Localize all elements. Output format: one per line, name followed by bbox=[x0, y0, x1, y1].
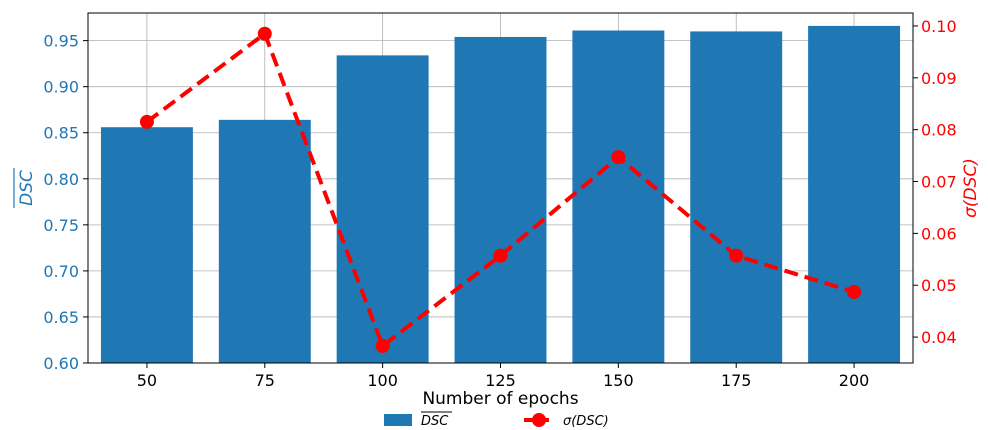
line-point bbox=[493, 248, 508, 263]
bar bbox=[690, 31, 783, 364]
bar bbox=[336, 55, 429, 364]
line-point bbox=[729, 248, 744, 263]
legend-line-marker bbox=[532, 413, 546, 427]
y-left-tick-label: 0.60 bbox=[43, 354, 79, 373]
y-left-tick-label: 0.70 bbox=[43, 262, 79, 281]
y-left-tick-label: 0.65 bbox=[43, 308, 79, 327]
y-axis-left-label-group: DSC bbox=[13, 168, 37, 208]
bar bbox=[808, 25, 901, 363]
legend: DSC σ(DSC) bbox=[384, 411, 609, 429]
line-series bbox=[139, 26, 862, 353]
x-axis: 50 75 100 125 150 175 200 bbox=[137, 363, 870, 390]
y-left-tick-label: 0.90 bbox=[43, 78, 79, 97]
bar bbox=[572, 30, 665, 363]
y-axis-left: 0.60 0.65 0.70 0.75 0.80 0.85 0.90 0.95 bbox=[43, 32, 88, 373]
x-tick-label: 200 bbox=[839, 371, 870, 390]
legend-bar-label: DSC bbox=[421, 414, 449, 429]
y-right-tick-label: 0.07 bbox=[921, 173, 957, 192]
y-axis-right: 0.04 0.05 0.06 0.07 0.08 0.09 0.10 bbox=[913, 17, 957, 347]
bar bbox=[454, 36, 547, 364]
y-axis-left-label: DSC bbox=[17, 170, 37, 206]
line-point bbox=[847, 284, 862, 299]
x-tick-label: 50 bbox=[137, 371, 157, 390]
y-right-tick-label: 0.04 bbox=[921, 328, 957, 347]
y-right-tick-label: 0.09 bbox=[921, 69, 957, 88]
y-left-tick-label: 0.95 bbox=[43, 32, 79, 51]
line-point bbox=[375, 338, 390, 353]
x-tick-label: 150 bbox=[603, 371, 634, 390]
y-right-tick-label: 0.06 bbox=[921, 224, 957, 243]
legend-bar-swatch bbox=[384, 414, 412, 426]
x-tick-label: 75 bbox=[255, 371, 275, 390]
bar-series bbox=[100, 25, 901, 364]
x-tick-label: 100 bbox=[367, 371, 398, 390]
line-point bbox=[257, 26, 272, 41]
bar bbox=[218, 119, 311, 363]
x-tick-label: 125 bbox=[485, 371, 516, 390]
y-right-tick-label: 0.10 bbox=[921, 17, 957, 36]
y-axis-right-label: σ(DSC) bbox=[961, 158, 981, 218]
bar bbox=[100, 127, 193, 363]
line-point bbox=[611, 150, 626, 165]
y-left-tick-label: 0.75 bbox=[43, 216, 79, 235]
y-left-tick-label: 0.85 bbox=[43, 124, 79, 143]
x-axis-label: Number of epochs bbox=[422, 389, 578, 409]
legend-line-label: σ(DSC) bbox=[563, 414, 609, 429]
y-right-tick-label: 0.08 bbox=[921, 121, 957, 140]
x-tick-label: 175 bbox=[721, 371, 752, 390]
line-point bbox=[139, 114, 154, 129]
y-right-tick-label: 0.05 bbox=[921, 276, 957, 295]
y-left-tick-label: 0.80 bbox=[43, 170, 79, 189]
